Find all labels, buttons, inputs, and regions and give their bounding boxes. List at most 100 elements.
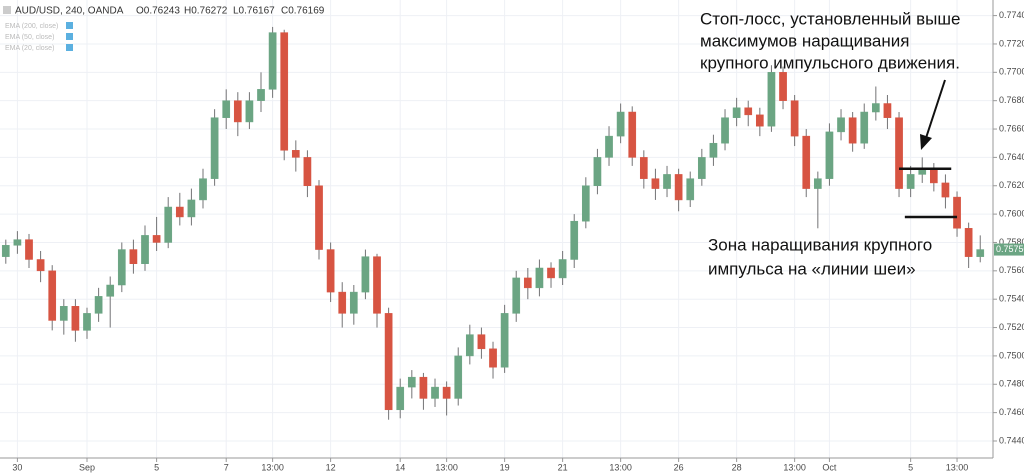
candle-body (303, 157, 312, 187)
y-tick-label: 0.74600 (999, 407, 1024, 417)
last-price-tag (994, 243, 1024, 256)
candle-body (489, 348, 497, 368)
candle-body (280, 32, 289, 151)
candle-body (431, 386, 439, 399)
candles (1, 26, 985, 420)
x-tick-label: Oct (822, 462, 837, 472)
candle-body (245, 100, 254, 123)
candle-body (152, 235, 161, 243)
candle-body (477, 334, 486, 350)
candle-body (291, 150, 300, 158)
x-tick-label: 13:00 (261, 462, 284, 472)
candle-body (767, 72, 776, 127)
candle-body (326, 249, 335, 293)
candle-body (721, 117, 729, 144)
indicator: EMA (20, close) (5, 45, 54, 52)
y-tick-label: 0.75200 (999, 322, 1024, 332)
annotation-text: крупного импульсного движения. (700, 53, 960, 72)
candle-body (106, 284, 115, 297)
candle-body (187, 199, 196, 218)
candle-body (779, 72, 787, 101)
indicator-icon (66, 44, 73, 51)
candle-body (570, 220, 579, 260)
symbol: AUD/USD, 240, OANDA (15, 6, 124, 17)
candle-body (639, 157, 648, 179)
y-tick-label: 0.76200 (999, 180, 1024, 190)
annotation-text: импульса на «линии шеи» (708, 259, 916, 278)
candle-body (349, 291, 358, 314)
y-tick-label: 0.77400 (999, 10, 1024, 20)
arrow-head (920, 134, 932, 150)
x-tick-label: 28 (732, 462, 742, 472)
y-tick-label: 0.74800 (999, 379, 1024, 389)
candle-body (384, 313, 393, 411)
candle-body (268, 32, 277, 90)
candle-body (976, 249, 985, 257)
candle-body (407, 376, 416, 388)
x-tick-label: 13:00 (783, 462, 806, 472)
candle-body (419, 376, 428, 399)
y-tick-label: 0.76800 (999, 95, 1024, 105)
x-tick-label: 5 (908, 462, 913, 472)
annotation-text: максимумов наращивания (700, 31, 909, 50)
candle-body (628, 111, 637, 158)
candle-body (709, 142, 718, 158)
axis-labels: 0.74400 0.74600 0.74800 0.75000 0.75200 0.754… (12, 10, 1024, 472)
y-tick-label: 0.76600 (999, 123, 1024, 133)
candle-body (825, 131, 834, 179)
y-tick-label: 0.76400 (999, 152, 1024, 162)
candle-body (13, 239, 22, 246)
x-tick-label: 19 (500, 462, 510, 472)
x-tick-label: 21 (558, 462, 568, 472)
candle-body (593, 157, 602, 187)
candle-body (964, 228, 973, 257)
candle-body (883, 103, 892, 118)
candle-body (651, 178, 660, 189)
candle-body (860, 111, 869, 144)
candle-body (697, 157, 706, 179)
x-tick-label: 26 (674, 462, 684, 472)
candle-body (1, 245, 10, 257)
y-tick-label: 0.75600 (999, 265, 1024, 275)
candle-body (605, 135, 613, 158)
candle-body (465, 334, 474, 357)
header: AUD/USD, 240, OANDA O0.76243 H0.76272 L0… (3, 6, 325, 52)
candle-body (454, 355, 463, 399)
candle-body (535, 267, 544, 289)
candle-body (837, 117, 845, 133)
y-tick-label: 0.77200 (999, 38, 1024, 48)
candle-body (59, 306, 68, 321)
x-tick-label: 13:00 (609, 462, 632, 472)
candle-body (755, 114, 764, 127)
arrow-shaft (925, 79, 946, 139)
candle-body (164, 206, 173, 243)
candle-body (48, 270, 57, 321)
candle-body (581, 185, 590, 222)
candle-body (500, 313, 509, 368)
candle-body (83, 313, 91, 331)
symbol-icon (3, 6, 11, 14)
candle-body (361, 256, 370, 293)
x-tick-label: 12 (326, 462, 336, 472)
candle-body (396, 386, 405, 411)
candle-body (315, 185, 323, 250)
candle-body (523, 277, 532, 289)
candle-body (373, 256, 381, 314)
y-tick-label: 0.77000 (999, 67, 1024, 77)
x-tick-label: 13:00 (946, 462, 969, 472)
candle-body (71, 306, 80, 331)
indicator-icon (66, 22, 73, 29)
candle-body (25, 239, 33, 260)
candle-body (558, 259, 567, 279)
indicator-icon (66, 33, 73, 40)
candle-body (802, 135, 811, 189)
annotation-stop: Стоп-лосс, установленный выше максимумов… (700, 9, 960, 150)
candle-body (512, 277, 521, 314)
indicator: EMA (50, close) (5, 34, 54, 41)
x-tick-label: 5 (154, 462, 159, 472)
candle-body (222, 100, 231, 118)
y-tick-label: 0.75000 (999, 350, 1024, 360)
candle-body (94, 296, 103, 314)
candle-body (953, 196, 961, 229)
candle-body (929, 168, 938, 184)
